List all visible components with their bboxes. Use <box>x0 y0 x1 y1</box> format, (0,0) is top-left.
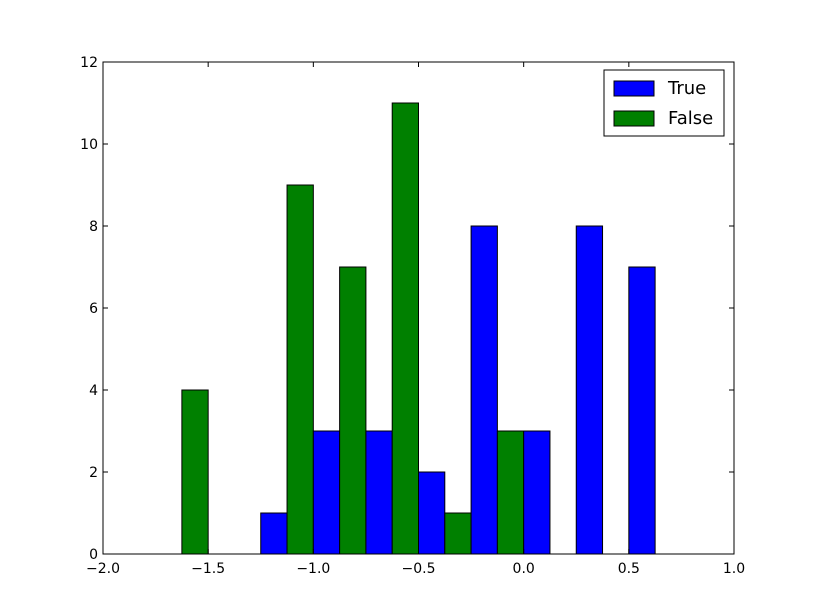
x-tick-label: 1.0 <box>723 561 745 577</box>
bar-true-5 <box>365 430 393 555</box>
legend-label-false: False <box>668 108 713 129</box>
legend-swatch-false <box>613 110 655 127</box>
x-tick-label: 0.5 <box>618 561 640 577</box>
bar-false-5 <box>391 102 420 555</box>
legend: True False <box>603 69 725 137</box>
bar-true-4 <box>312 430 341 555</box>
bar-false-4 <box>339 266 367 555</box>
x-tick-label: 0.0 <box>513 561 535 577</box>
bar-true-8 <box>523 430 551 555</box>
legend-items: True False <box>613 78 713 129</box>
y-tick-label: 6 <box>89 301 98 317</box>
x-tick-label: −1.5 <box>191 561 225 577</box>
bar-true-9 <box>575 225 604 555</box>
y-tick-label: 0 <box>89 547 98 563</box>
bar-true-7 <box>470 225 498 555</box>
bars-layer <box>181 102 656 555</box>
bar-true-3 <box>260 512 288 555</box>
y-tick-label: 8 <box>89 219 98 235</box>
ticks-layer: −2.0 −1.5 −1.0 −0.5 0.0 0.5 1.0 0 2 4 6 8 10 12 <box>80 55 745 577</box>
y-tick-label: 12 <box>80 55 98 71</box>
y-tick-label: 4 <box>89 383 98 399</box>
bar-false-6 <box>444 512 472 555</box>
x-tick-label: −2.0 <box>86 561 120 577</box>
legend-swatch-true <box>613 80 655 97</box>
y-tick-label: 2 <box>89 465 98 481</box>
x-tick-label: −0.5 <box>402 561 436 577</box>
x-tick-label: −1.0 <box>296 561 330 577</box>
legend-label-true: True <box>667 78 706 99</box>
bar-true-10 <box>628 266 656 555</box>
y-tick-label: 10 <box>80 137 98 153</box>
bar-false-1 <box>181 389 209 555</box>
bar-true-6 <box>418 471 446 555</box>
bar-false-3 <box>286 184 314 555</box>
bar-false-7 <box>496 430 525 555</box>
